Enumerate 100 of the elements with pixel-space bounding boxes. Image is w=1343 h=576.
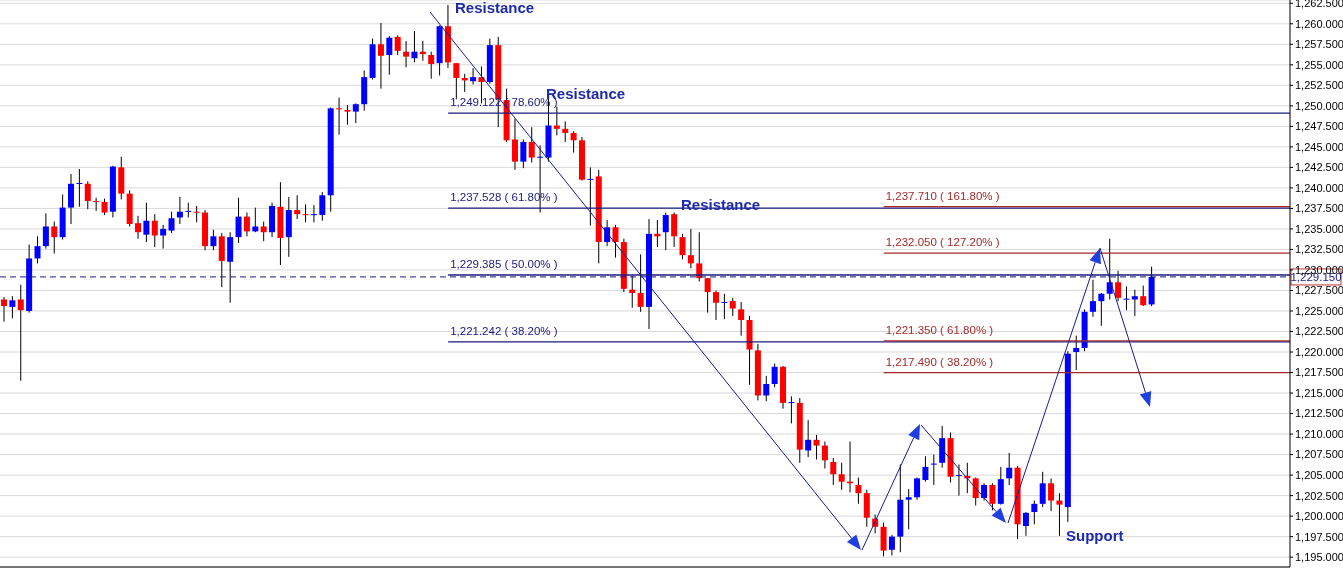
candlestick [771, 363, 778, 388]
y-tick-label: 1,227.500 [1295, 284, 1343, 297]
candlestick [84, 180, 91, 210]
candlestick [880, 522, 887, 557]
candlestick [428, 51, 435, 80]
y-tick-label: 1,255.000 [1295, 58, 1343, 71]
candlestick [344, 104, 351, 126]
candlestick [1, 296, 7, 323]
y-tick-label: 1,252.500 [1295, 79, 1343, 92]
annotation: Resistance [455, 0, 535, 16]
y-tick-label: 1,232.500 [1295, 243, 1343, 256]
candlestick [528, 126, 535, 163]
candlestick [252, 207, 259, 233]
candlestick [738, 301, 745, 337]
y-tick-label: 1,237.500 [1295, 202, 1343, 215]
y-tick-label: 1,202.500 [1295, 489, 1343, 502]
y-tick-label: 1,222.500 [1295, 325, 1343, 338]
y-tick-label: 1,205.000 [1295, 469, 1343, 481]
candlestick [336, 97, 343, 136]
candlestick [713, 289, 720, 321]
y-tick-label: 1,257.500 [1295, 38, 1343, 51]
y-tick-label: 1,242.500 [1295, 161, 1343, 174]
candlestick [838, 462, 845, 491]
candlestick [143, 202, 150, 243]
y-tick-label: 1,225.000 [1295, 304, 1343, 317]
y-tick-label: 1,197.500 [1295, 530, 1343, 543]
candlestick [930, 454, 937, 486]
y-tick-label: 1,250.000 [1295, 99, 1343, 112]
ref-line-label: 1,229.385 ( 50.00% ) [450, 258, 558, 271]
candlestick [1131, 289, 1138, 317]
candlestick [9, 295, 16, 319]
candlestick [1039, 471, 1046, 508]
candlestick [687, 228, 694, 269]
candlestick [637, 253, 644, 313]
y-tick-label: 1,207.500 [1295, 448, 1343, 461]
candlestick [587, 166, 594, 227]
annotation: Support [1066, 527, 1124, 544]
y-tick-label: 1,195.000 [1295, 551, 1343, 564]
candlestick [210, 229, 217, 251]
candlestick [352, 102, 359, 124]
candlestick [662, 212, 669, 251]
candlestick [1031, 500, 1038, 525]
candlestick [151, 213, 158, 248]
y-tick-label: 1,217.500 [1295, 366, 1343, 379]
candlestick [1140, 285, 1147, 307]
y-tick-label: 1,262.500 [1295, 0, 1343, 10]
candlestick [1089, 279, 1096, 318]
candlestick [1123, 285, 1130, 311]
candlestick [135, 215, 142, 240]
candlestick [821, 440, 828, 470]
candlestick [68, 173, 75, 225]
candlestick [922, 455, 929, 483]
candlestick [411, 30, 418, 63]
y-tick-label: 1,247.500 [1295, 120, 1343, 133]
candlestick [42, 212, 49, 250]
y-tick-label: 1,212.500 [1295, 407, 1343, 420]
y-tick-label: 1,240.000 [1295, 181, 1343, 194]
candlestick [386, 35, 393, 76]
y-tick-label: 1,235.000 [1295, 222, 1343, 235]
candlestick [813, 434, 820, 461]
candlestick [855, 477, 862, 505]
candlestick [76, 168, 83, 208]
candlestick [160, 224, 167, 250]
candlestick [93, 197, 100, 212]
y-tick-label: 1,245.000 [1295, 140, 1343, 153]
candlestick [51, 221, 58, 255]
candlestick [260, 221, 267, 242]
ref-line-label: 1,217.490 ( 38.20% ) [885, 355, 994, 368]
candlestick [34, 235, 41, 264]
candlestick [319, 191, 326, 222]
candlestick [403, 40, 410, 68]
candlestick [1056, 492, 1063, 537]
candlestick [520, 138, 527, 169]
candlestick [721, 293, 728, 320]
candlestick [788, 395, 795, 424]
candlestick [470, 67, 477, 86]
candlestick [905, 488, 912, 530]
ref-line-label: 1,232.050 ( 127.20% ) [885, 236, 1000, 249]
y-tick-label: 1,260.000 [1295, 17, 1343, 30]
candlestick [612, 224, 619, 259]
candlestick [830, 457, 837, 486]
candlestick [763, 375, 770, 402]
ref-line-label: 1,221.350 ( 61.80% ) [885, 323, 994, 336]
candlestick [294, 194, 301, 220]
candlestick [805, 419, 812, 458]
candlestick [704, 277, 711, 314]
y-tick-label: 1,220.000 [1295, 345, 1343, 358]
candlestick [453, 62, 460, 100]
candlestick [955, 463, 962, 497]
ref-line-label: 1,221.242 ( 38.20% ) [450, 324, 558, 337]
candlestick [1115, 270, 1122, 302]
candlestick [1006, 452, 1013, 486]
candlestick [511, 118, 518, 171]
candlestick [679, 233, 686, 260]
y-tick-label: 1,200.000 [1295, 510, 1343, 523]
candlestick [17, 284, 24, 382]
candlestick [235, 197, 242, 244]
candlestick [562, 120, 569, 143]
candlestick [1098, 292, 1105, 327]
candlestick [168, 211, 175, 234]
